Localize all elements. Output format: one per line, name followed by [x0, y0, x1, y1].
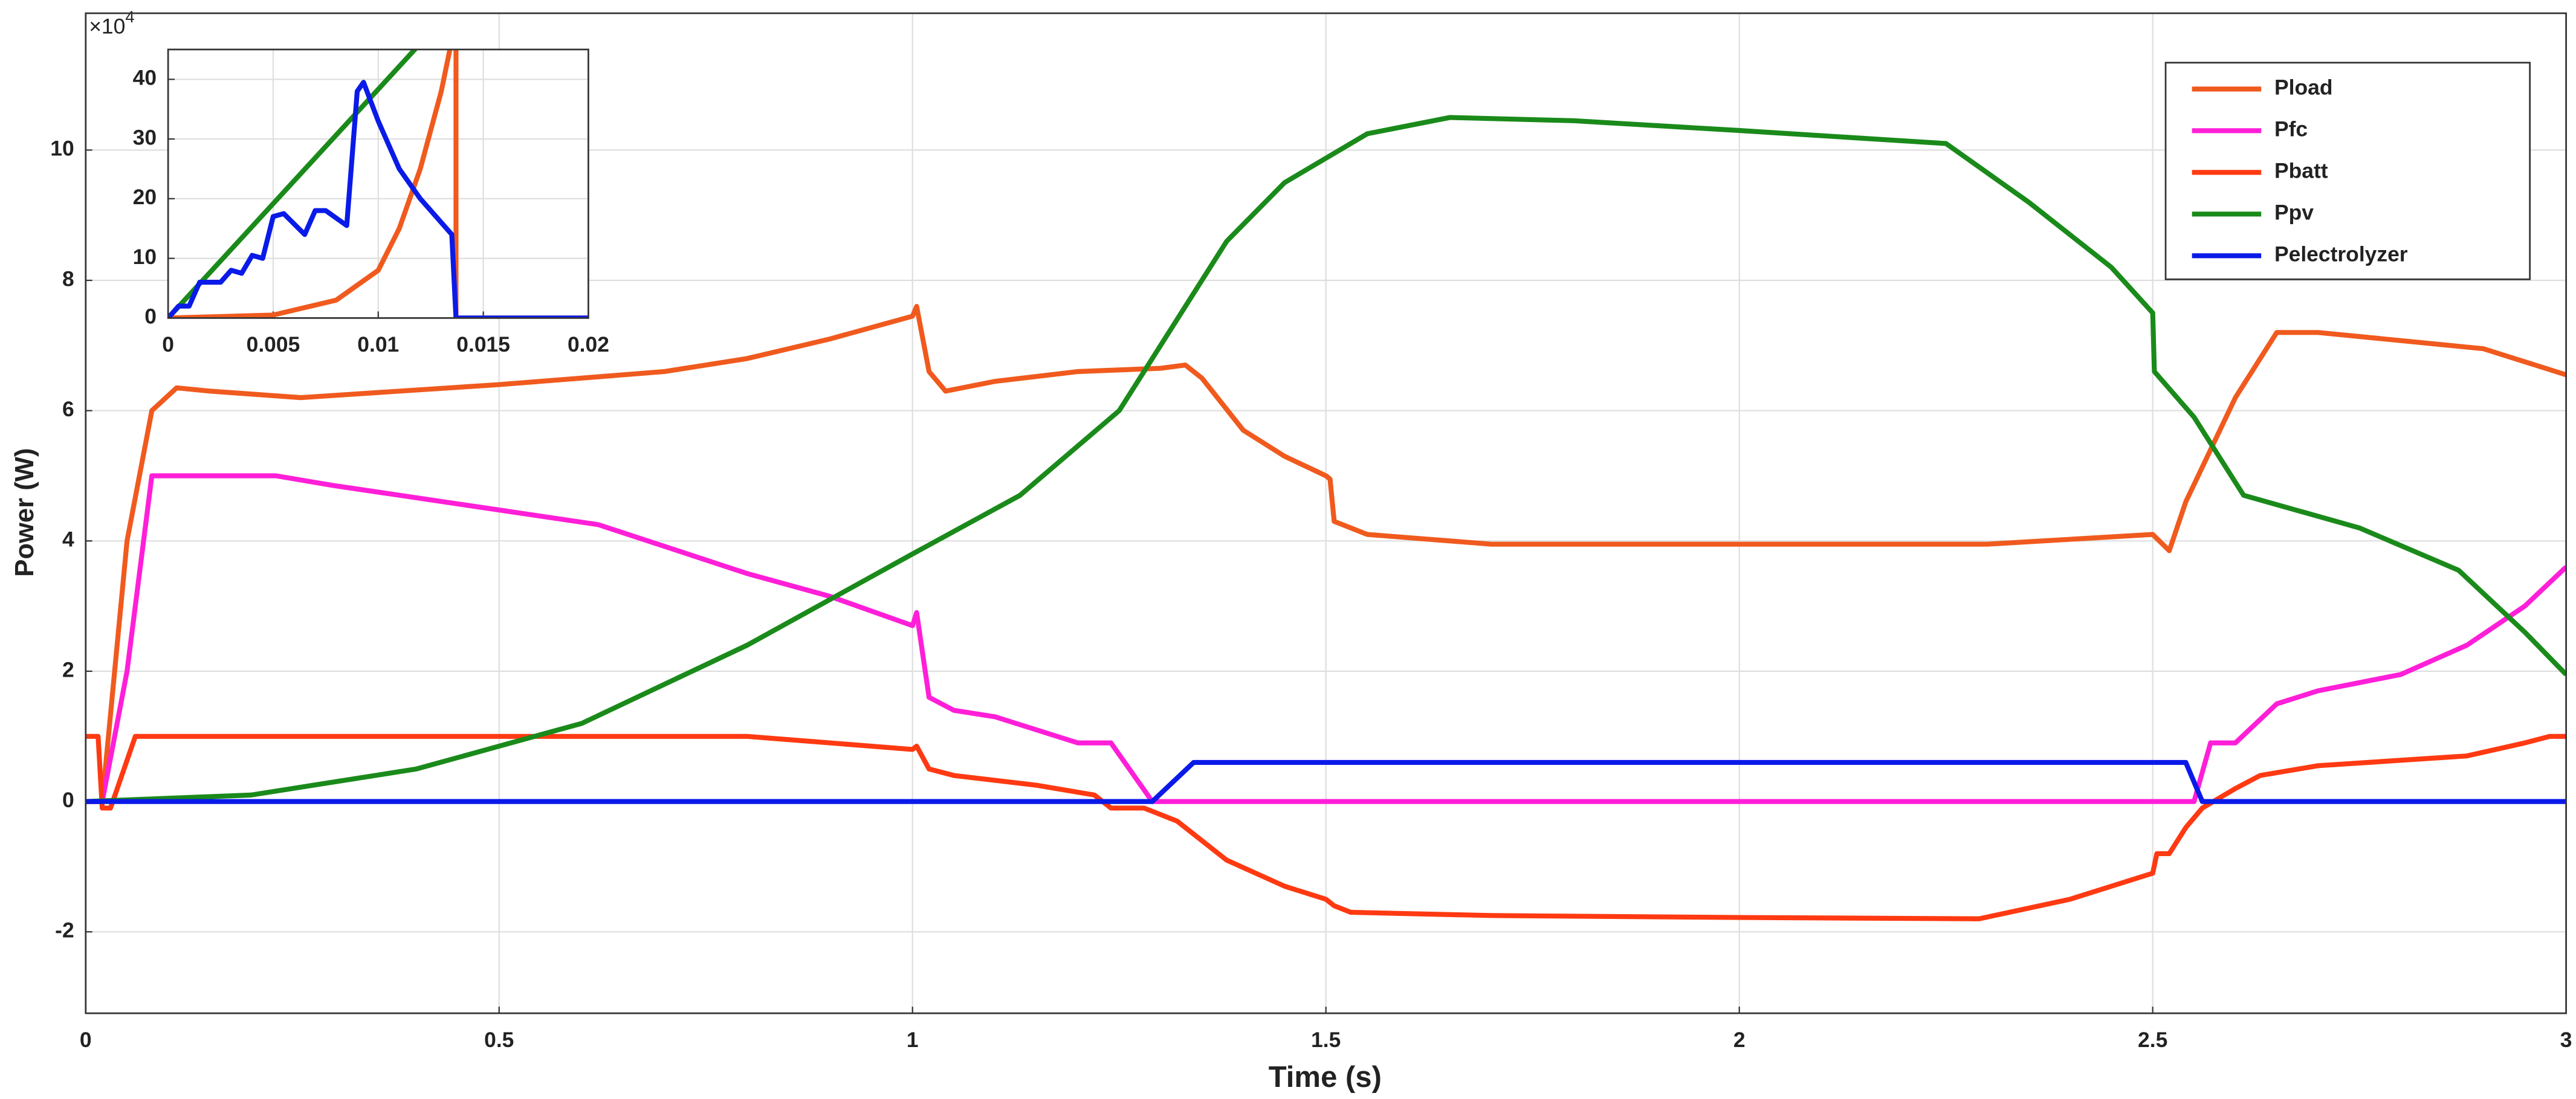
legend-label: Pload	[2274, 76, 2332, 100]
y-multiplier-base: ×10	[89, 15, 125, 39]
y-tick-label: 10	[133, 245, 157, 269]
y-tick-label: 40	[133, 66, 157, 90]
x-axis-label: Time (s)	[1269, 1061, 1382, 1094]
series-line	[85, 304, 2566, 804]
y-tick-label: 10	[50, 137, 74, 161]
plot-frame	[167, 48, 589, 319]
legend-label: Ppv	[2274, 201, 2314, 225]
series-line	[85, 733, 2566, 921]
main-chart: 0 0.5 1 1.5 2 2.5 3 -2 0 2 4 6 8 10 Pload Pfc Pbatt Ppv Pe…	[50, 12, 2572, 1052]
series-line	[168, 80, 589, 318]
legend-label: Pelectrolyzer	[2274, 242, 2408, 266]
series-line	[85, 115, 2566, 804]
y-tick-label: 4	[62, 527, 74, 552]
y-axis-label: Power (W)	[10, 448, 39, 577]
legend-label: Pbatt	[2274, 159, 2328, 183]
x-tick-label: 1	[907, 1028, 919, 1052]
y-multiplier-exponent: 4	[125, 7, 134, 26]
legend-label: Pfc	[2274, 117, 2308, 141]
legend: Pload Pfc Pbatt Ppv Pelectrolyzer	[2164, 62, 2531, 280]
x-tick-label: 0	[162, 332, 174, 356]
y-tick-label: 2	[62, 657, 74, 682]
series-line	[85, 759, 2566, 804]
x-tick-label: 0.5	[484, 1028, 514, 1052]
plot-frame	[85, 12, 2568, 1014]
y-tick-label: 0	[144, 305, 157, 329]
x-tick-label: 2.5	[2138, 1028, 2167, 1052]
y-tick-label: 8	[62, 266, 74, 291]
y-tick-label: 0	[62, 788, 74, 812]
series-line	[85, 473, 2566, 804]
x-tick-label: 1.5	[1311, 1028, 1341, 1052]
x-tick-label: 0.01	[357, 332, 399, 356]
x-tick-label: 3	[2560, 1028, 2572, 1052]
x-tick-label: 0.005	[247, 332, 300, 356]
series-line	[168, 49, 418, 318]
x-tick-label: 0	[80, 1028, 92, 1052]
series-line	[168, 49, 589, 318]
y-tick-label: 30	[133, 125, 157, 149]
y-tick-label: 6	[62, 397, 74, 421]
x-tick-label: 0.02	[568, 332, 609, 356]
inset-chart: 0 0.005 0.01 0.015 0.02 0 10 20 30 40	[133, 48, 609, 356]
y-tick-label: 20	[133, 185, 157, 209]
y-multiplier: ×104	[89, 7, 134, 39]
y-tick-label: -2	[55, 918, 74, 943]
x-tick-label: 2	[1733, 1028, 1746, 1052]
x-tick-label: 0.015	[456, 332, 510, 356]
